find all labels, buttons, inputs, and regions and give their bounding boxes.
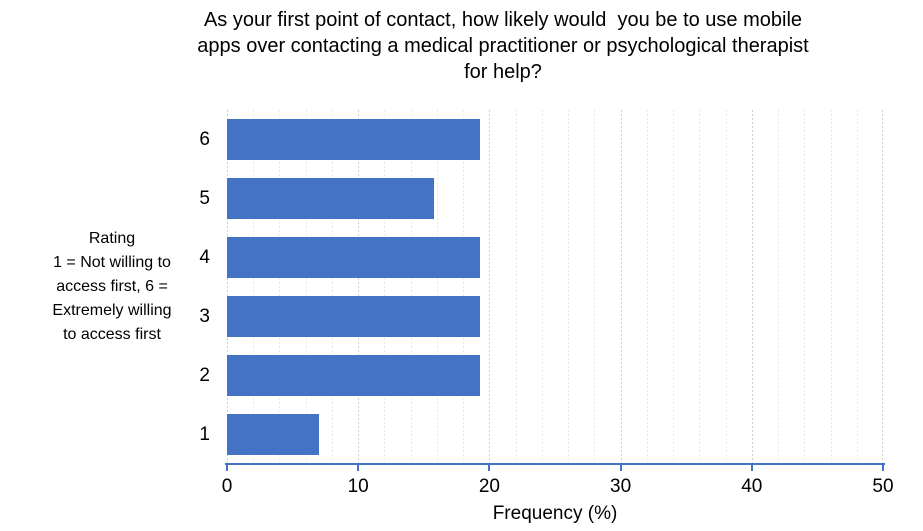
y-axis-title-line: 1 = Not willing to bbox=[53, 254, 171, 271]
chart-title-line: apps over contacting a medical practitio… bbox=[197, 35, 809, 57]
x-axis-tick-label: 0 bbox=[221, 476, 233, 497]
major-gridline bbox=[620, 110, 622, 464]
category-label-2: 2 bbox=[199, 364, 210, 386]
category-label-4: 4 bbox=[199, 246, 210, 268]
x-axis-tick-label: 30 bbox=[610, 476, 632, 497]
category-label-6: 6 bbox=[199, 128, 210, 150]
minor-gridline bbox=[673, 110, 675, 464]
x-axis-tick bbox=[882, 465, 884, 471]
x-axis-tick-label: 20 bbox=[478, 476, 500, 497]
category-label-1: 1 bbox=[199, 423, 210, 445]
bar-rating-4 bbox=[227, 237, 481, 278]
x-axis-title: Frequency (%) bbox=[492, 503, 618, 524]
y-axis-title-line: access first, 6 = bbox=[56, 278, 168, 295]
x-axis-tick bbox=[619, 465, 622, 471]
minor-gridline bbox=[541, 110, 543, 464]
chart-title: As your first point of contact, how like… bbox=[83, 7, 923, 85]
x-axis-tick bbox=[750, 465, 753, 471]
major-gridline bbox=[227, 110, 228, 464]
x-axis-line bbox=[225, 463, 885, 465]
major-gridline bbox=[489, 110, 491, 464]
category-label-5: 5 bbox=[199, 187, 210, 209]
category-label-3: 3 bbox=[199, 305, 210, 327]
major-gridline bbox=[751, 110, 753, 464]
minor-gridline bbox=[279, 110, 281, 464]
minor-gridline bbox=[699, 110, 701, 464]
bar-rating-2 bbox=[227, 355, 481, 396]
minor-gridline bbox=[436, 110, 438, 464]
major-gridline bbox=[882, 110, 883, 464]
major-gridline bbox=[358, 110, 360, 464]
minor-gridline bbox=[778, 110, 780, 464]
minor-gridline bbox=[856, 110, 858, 464]
y-axis-title-line: Rating bbox=[88, 230, 136, 247]
minor-gridline bbox=[515, 110, 517, 464]
bar-rating-5 bbox=[227, 178, 435, 219]
plot-area bbox=[227, 110, 883, 464]
chart-title-line: for help? bbox=[464, 61, 542, 83]
minor-gridline bbox=[568, 110, 570, 464]
x-axis-tick-label: 40 bbox=[741, 476, 763, 497]
x-axis-tick bbox=[488, 465, 491, 471]
minor-gridline bbox=[830, 110, 832, 464]
bar-rating-1 bbox=[227, 414, 319, 455]
minor-gridline bbox=[253, 110, 255, 464]
minor-gridline bbox=[725, 110, 727, 464]
y-axis-title: Rating 1 = Not willing to access first, 6 … bbox=[22, 227, 202, 347]
minor-gridline bbox=[410, 110, 412, 464]
minor-gridline bbox=[384, 110, 386, 464]
minor-gridline bbox=[331, 110, 333, 464]
minor-gridline bbox=[646, 110, 648, 464]
x-axis-tick bbox=[226, 465, 228, 471]
chart-title-line: As your first point of contact, how like… bbox=[203, 9, 803, 31]
minor-gridline bbox=[804, 110, 806, 464]
x-axis-tick bbox=[357, 465, 360, 471]
x-axis-tick-label: 10 bbox=[347, 476, 369, 497]
bar-rating-3 bbox=[227, 296, 481, 337]
x-axis-tick-label: 50 bbox=[872, 476, 894, 497]
minor-gridline bbox=[305, 110, 307, 464]
minor-gridline bbox=[594, 110, 596, 464]
y-axis-title-line: to access first bbox=[63, 326, 161, 343]
minor-gridline bbox=[463, 110, 465, 464]
bar-rating-6 bbox=[227, 119, 481, 160]
y-axis-title-line: Extremely willing bbox=[52, 302, 172, 319]
